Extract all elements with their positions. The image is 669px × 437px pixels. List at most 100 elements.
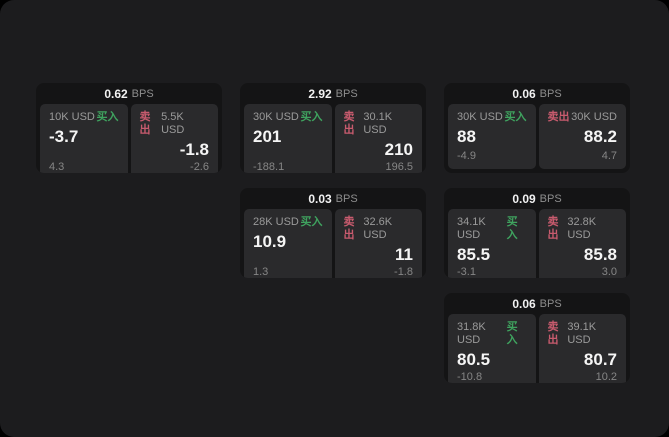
spread-value: 0.62 bbox=[104, 86, 128, 101]
buy-panel-top: 30K USD 买入 bbox=[253, 111, 323, 124]
buy-size: 30K USD bbox=[457, 111, 503, 123]
quote-panels: 10K USD 买入 -3.7 4.3 卖出 5.5K USD -1.8 -2.… bbox=[36, 104, 222, 173]
spread-unit-label: BPS bbox=[335, 192, 358, 205]
sell-panel[interactable]: 卖出 30.1K USD 210 196.5 bbox=[334, 104, 422, 173]
buy-panel[interactable]: 10K USD 买入 -3.7 4.3 bbox=[40, 104, 128, 173]
sell-size: 32.8K USD bbox=[567, 216, 597, 241]
spread-header: 0.09 BPS bbox=[444, 188, 630, 209]
sell-panel[interactable]: 卖出 32.6K USD 11 -1.8 bbox=[334, 209, 422, 278]
spread-unit-label: BPS bbox=[539, 192, 562, 205]
sell-size: 30.1K USD bbox=[363, 111, 393, 136]
sell-sub-value: 3.0 bbox=[601, 266, 617, 278]
buy-price: -3.7 bbox=[49, 127, 79, 146]
buy-size: 28K USD bbox=[253, 216, 299, 228]
sell-size: 5.5K USD bbox=[161, 111, 185, 136]
sell-panel[interactable]: 卖出 30K USD 88.2 4.7 bbox=[538, 104, 626, 169]
quote-panels: 30K USD 买入 88 -4.9 卖出 30K USD 88.2 4.7 bbox=[444, 104, 630, 173]
buy-side-label: 买入 bbox=[300, 111, 323, 123]
buy-side-label: 买入 bbox=[506, 321, 518, 346]
buy-price: 88 bbox=[457, 127, 476, 146]
sell-price: 210 bbox=[384, 140, 413, 159]
quote-card-grid: 0.62 BPS 10K USD 买入 -3.7 4.3 卖出 5.5K USD bbox=[36, 83, 630, 383]
quote-card: 0.06 BPS 31.8K USD 买入 80.5 -10.8 卖出 39.1… bbox=[444, 293, 630, 383]
buy-price: 85.5 bbox=[457, 245, 491, 264]
sell-price: 11 bbox=[395, 245, 413, 264]
buy-side-label: 买入 bbox=[506, 216, 518, 241]
spread-header: 0.62 BPS bbox=[36, 83, 222, 104]
sell-price: 80.7 bbox=[583, 350, 617, 369]
buy-sub-value: -4.9 bbox=[457, 150, 476, 162]
buy-size: 30K USD bbox=[253, 111, 299, 123]
sell-panel-top: 卖出 5.5K USD bbox=[140, 111, 210, 137]
sell-panel-top: 卖出 32.6K USD bbox=[344, 216, 414, 242]
sell-sub-value: -2.6 bbox=[190, 161, 209, 173]
buy-panel-top: 28K USD 买入 bbox=[253, 216, 323, 229]
buy-side-label: 买入 bbox=[96, 111, 119, 123]
buy-sub-value: 4.3 bbox=[49, 161, 65, 173]
sell-panel-top: 卖出 32.8K USD bbox=[548, 216, 618, 242]
sell-panel-top: 卖出 30K USD bbox=[548, 111, 618, 124]
buy-side-label: 买入 bbox=[504, 111, 527, 123]
sell-side-label: 卖出 bbox=[343, 111, 355, 136]
spread-value: 2.92 bbox=[308, 86, 332, 101]
quote-card: 0.62 BPS 10K USD 买入 -3.7 4.3 卖出 5.5K USD bbox=[36, 83, 222, 173]
sell-size: 30K USD bbox=[571, 111, 617, 123]
sell-side-label: 卖出 bbox=[547, 216, 559, 241]
buy-panel[interactable]: 30K USD 买入 201 -188.1 bbox=[244, 104, 332, 173]
spread-header: 2.92 BPS bbox=[240, 83, 426, 104]
spread-value: 0.09 bbox=[512, 191, 536, 206]
buy-size: 34.1K USD bbox=[457, 216, 486, 241]
quote-card: 2.92 BPS 30K USD 买入 201 -188.1 卖出 30.1K … bbox=[240, 83, 426, 173]
buy-sub-value: -10.8 bbox=[457, 371, 483, 383]
sell-size: 39.1K USD bbox=[567, 321, 597, 346]
sell-sub-value: 10.2 bbox=[595, 371, 617, 383]
quote-card: 0.06 BPS 30K USD 买入 88 -4.9 卖出 30K USD bbox=[444, 83, 630, 173]
sell-side-label: 卖出 bbox=[547, 321, 559, 346]
buy-panel-top: 10K USD 买入 bbox=[49, 111, 119, 124]
sell-size: 32.6K USD bbox=[363, 216, 393, 241]
sell-price: -1.8 bbox=[179, 140, 209, 159]
sell-panel-top: 卖出 39.1K USD bbox=[548, 321, 618, 347]
buy-panel[interactable]: 28K USD 买入 10.9 1.3 bbox=[244, 209, 332, 278]
buy-price: 201 bbox=[253, 127, 282, 146]
spread-unit-label: BPS bbox=[335, 87, 358, 100]
buy-panel[interactable]: 31.8K USD 买入 80.5 -10.8 bbox=[448, 314, 536, 383]
sell-side-label: 卖出 bbox=[547, 111, 570, 123]
sell-sub-value: -1.8 bbox=[394, 266, 413, 278]
quote-panels: 28K USD 买入 10.9 1.3 卖出 32.6K USD 11 -1.8 bbox=[240, 209, 426, 278]
sell-sub-value: 4.7 bbox=[601, 150, 617, 162]
sell-price: 88.2 bbox=[583, 127, 617, 146]
buy-side-label: 买入 bbox=[300, 216, 323, 228]
quote-panels: 31.8K USD 买入 80.5 -10.8 卖出 39.1K USD 80.… bbox=[444, 314, 630, 383]
buy-size: 10K USD bbox=[49, 111, 95, 123]
buy-price: 10.9 bbox=[253, 232, 287, 251]
buy-panel[interactable]: 30K USD 买入 88 -4.9 bbox=[448, 104, 536, 169]
buy-sub-value: -3.1 bbox=[457, 266, 476, 278]
sell-panel[interactable]: 卖出 39.1K USD 80.7 10.2 bbox=[538, 314, 626, 383]
quote-panels: 34.1K USD 买入 85.5 -3.1 卖出 32.8K USD 85.8… bbox=[444, 209, 630, 278]
buy-size: 31.8K USD bbox=[457, 321, 486, 346]
sell-side-label: 卖出 bbox=[343, 216, 355, 241]
quote-panels: 30K USD 买入 201 -188.1 卖出 30.1K USD 210 1… bbox=[240, 104, 426, 173]
sell-price: 85.8 bbox=[583, 245, 617, 264]
buy-panel[interactable]: 34.1K USD 买入 85.5 -3.1 bbox=[448, 209, 536, 278]
spread-value: 0.03 bbox=[308, 191, 332, 206]
buy-panel-top: 30K USD 买入 bbox=[457, 111, 527, 124]
buy-sub-value: 1.3 bbox=[253, 266, 269, 278]
spread-value: 0.06 bbox=[512, 86, 536, 101]
spread-unit-label: BPS bbox=[539, 297, 562, 310]
sell-panel[interactable]: 卖出 32.8K USD 85.8 3.0 bbox=[538, 209, 626, 278]
sell-panel-top: 卖出 30.1K USD bbox=[344, 111, 414, 137]
buy-sub-value: -188.1 bbox=[253, 161, 285, 173]
spread-value: 0.06 bbox=[512, 296, 536, 311]
buy-price: 80.5 bbox=[457, 350, 491, 369]
sell-sub-value: 196.5 bbox=[385, 161, 413, 173]
buy-panel-top: 31.8K USD 买入 bbox=[457, 321, 527, 347]
sell-panel[interactable]: 卖出 5.5K USD -1.8 -2.6 bbox=[130, 104, 218, 173]
buy-panel-top: 34.1K USD 买入 bbox=[457, 216, 527, 242]
spread-header: 0.06 BPS bbox=[444, 83, 630, 104]
spread-header: 0.03 BPS bbox=[240, 188, 426, 209]
sell-side-label: 卖出 bbox=[139, 111, 151, 136]
